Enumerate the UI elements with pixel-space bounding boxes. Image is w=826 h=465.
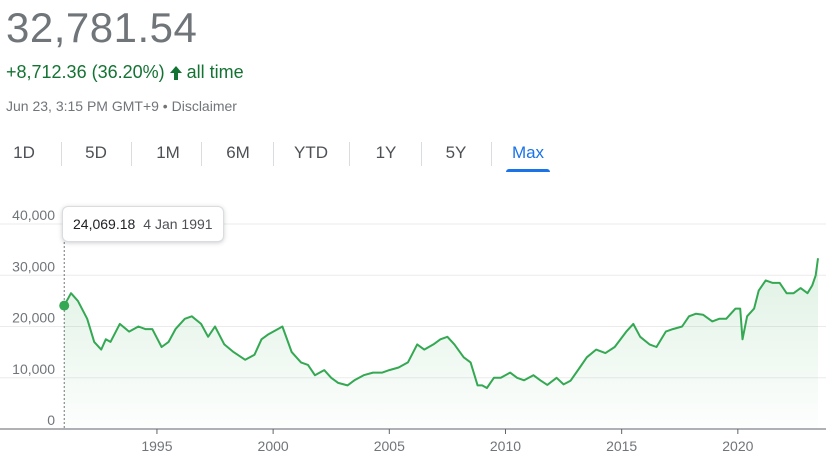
tab-ytd[interactable]: YTD xyxy=(294,143,328,162)
y-tick-label: 0 xyxy=(47,412,55,428)
tab-5d[interactable]: 5D xyxy=(85,143,107,162)
price-change-value: +8,712.36 (36.20%) xyxy=(6,62,165,82)
tab-divider xyxy=(201,142,202,166)
tab-6m[interactable]: 6M xyxy=(226,143,250,162)
tab-5y[interactable]: 5Y xyxy=(445,143,467,162)
index-price: 32,781.54 xyxy=(6,4,198,51)
price-line xyxy=(63,258,819,389)
tab-divider xyxy=(273,142,274,166)
tooltip-date: 4 Jan 1991 xyxy=(143,216,213,232)
timestamp: Jun 23, 3:15 PM GMT+9 xyxy=(6,98,159,114)
y-tick-label: 20,000 xyxy=(12,310,55,326)
price-change-period: all time xyxy=(186,62,244,82)
tab-divider xyxy=(421,142,422,166)
y-tick-label: 30,000 xyxy=(12,258,55,274)
hover-point xyxy=(59,300,70,311)
y-tick-label: 10,000 xyxy=(12,361,55,377)
x-tick-label: 1995 xyxy=(141,438,172,454)
tab-divider xyxy=(61,142,62,166)
x-tick-label: 2000 xyxy=(258,438,289,454)
tab-1d[interactable]: 1D xyxy=(13,143,35,162)
arrow-up-icon xyxy=(169,65,183,81)
price-area-fill xyxy=(64,258,818,429)
tab-divider xyxy=(131,142,132,166)
x-tick-label: 2015 xyxy=(606,438,637,454)
tab-max[interactable]: Max xyxy=(506,138,550,172)
price-change: +8,712.36 (36.20%) all time xyxy=(6,62,244,83)
tab-divider xyxy=(491,142,492,166)
range-tabs: 1D 5D 1M 6M YTD 1Y 5Y Max xyxy=(0,138,560,172)
chart-tooltip: 24,069.18 4 Jan 1991 xyxy=(62,206,224,242)
y-tick-label: 40,000 xyxy=(12,207,55,223)
x-tick-label: 2010 xyxy=(490,438,521,454)
tooltip-value: 24,069.18 xyxy=(73,216,136,232)
tab-1m[interactable]: 1M xyxy=(156,143,180,162)
meta-separator: • xyxy=(162,98,168,114)
x-tick-label: 2020 xyxy=(722,438,753,454)
tab-divider xyxy=(349,142,350,166)
x-tick-label: 2005 xyxy=(374,438,405,454)
disclaimer-link[interactable]: Disclaimer xyxy=(171,98,237,114)
timestamp-row: Jun 23, 3:15 PM GMT+9 • Disclaimer xyxy=(6,98,237,114)
tab-1y[interactable]: 1Y xyxy=(375,143,397,162)
